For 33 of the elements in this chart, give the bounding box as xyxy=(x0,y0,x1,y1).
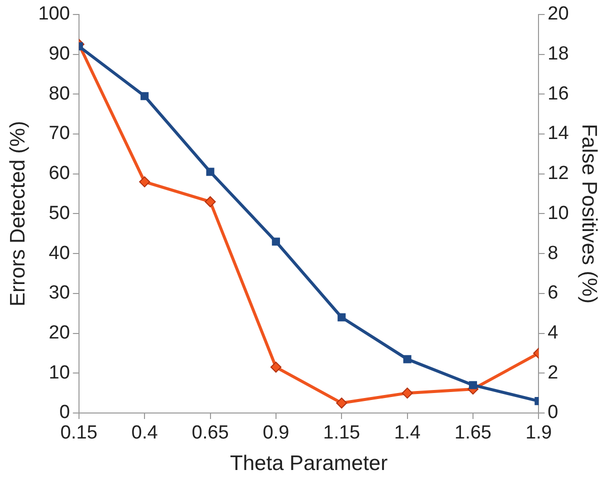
y2-tick-label: 4 xyxy=(548,322,559,344)
y-tick-label: 40 xyxy=(48,242,70,264)
y-tick-label: 20 xyxy=(48,322,70,344)
y2-tick-label: 12 xyxy=(548,163,569,184)
y2-tick-label: 14 xyxy=(548,123,570,144)
y-tick-label: 0 xyxy=(59,402,70,424)
x-tick-label: 1.9 xyxy=(525,422,552,444)
x-tick-label: 1.65 xyxy=(454,422,492,444)
y2-tick-label: 8 xyxy=(548,242,558,264)
y2-axis-title: False Positives (%) xyxy=(578,124,601,304)
y-tick-label: 50 xyxy=(48,202,70,224)
y2-tick-label: 6 xyxy=(548,282,558,304)
y-tick-label: 60 xyxy=(48,163,70,184)
x-axis-title: Theta Parameter xyxy=(230,452,388,476)
y2-tick-label: 10 xyxy=(548,202,569,224)
y2-tick-label: 16 xyxy=(548,83,569,104)
y-tick-label: 10 xyxy=(48,362,70,384)
y2-tick-label: 0 xyxy=(548,402,558,424)
x-tick-label: 1.15 xyxy=(323,422,360,444)
y2-tick-label: 20 xyxy=(548,4,569,25)
y-tick-label: 80 xyxy=(48,83,70,104)
x-tick-label: 1.4 xyxy=(394,422,421,444)
y2-tick-label: 2 xyxy=(548,362,558,384)
y-tick-label: 30 xyxy=(48,282,70,304)
y-tick-label: 100 xyxy=(38,4,70,25)
y-axis-title: Errors Detected (%) xyxy=(6,120,30,306)
y-tick-label: 90 xyxy=(48,43,70,64)
x-tick-label: 0.15 xyxy=(60,422,98,444)
y-tick-label: 70 xyxy=(48,123,70,144)
x-tick-label: 0.4 xyxy=(131,422,158,444)
x-tick-label: 0.9 xyxy=(262,422,290,444)
y2-tick-label: 18 xyxy=(548,43,569,64)
x-tick-label: 0.65 xyxy=(192,422,229,444)
